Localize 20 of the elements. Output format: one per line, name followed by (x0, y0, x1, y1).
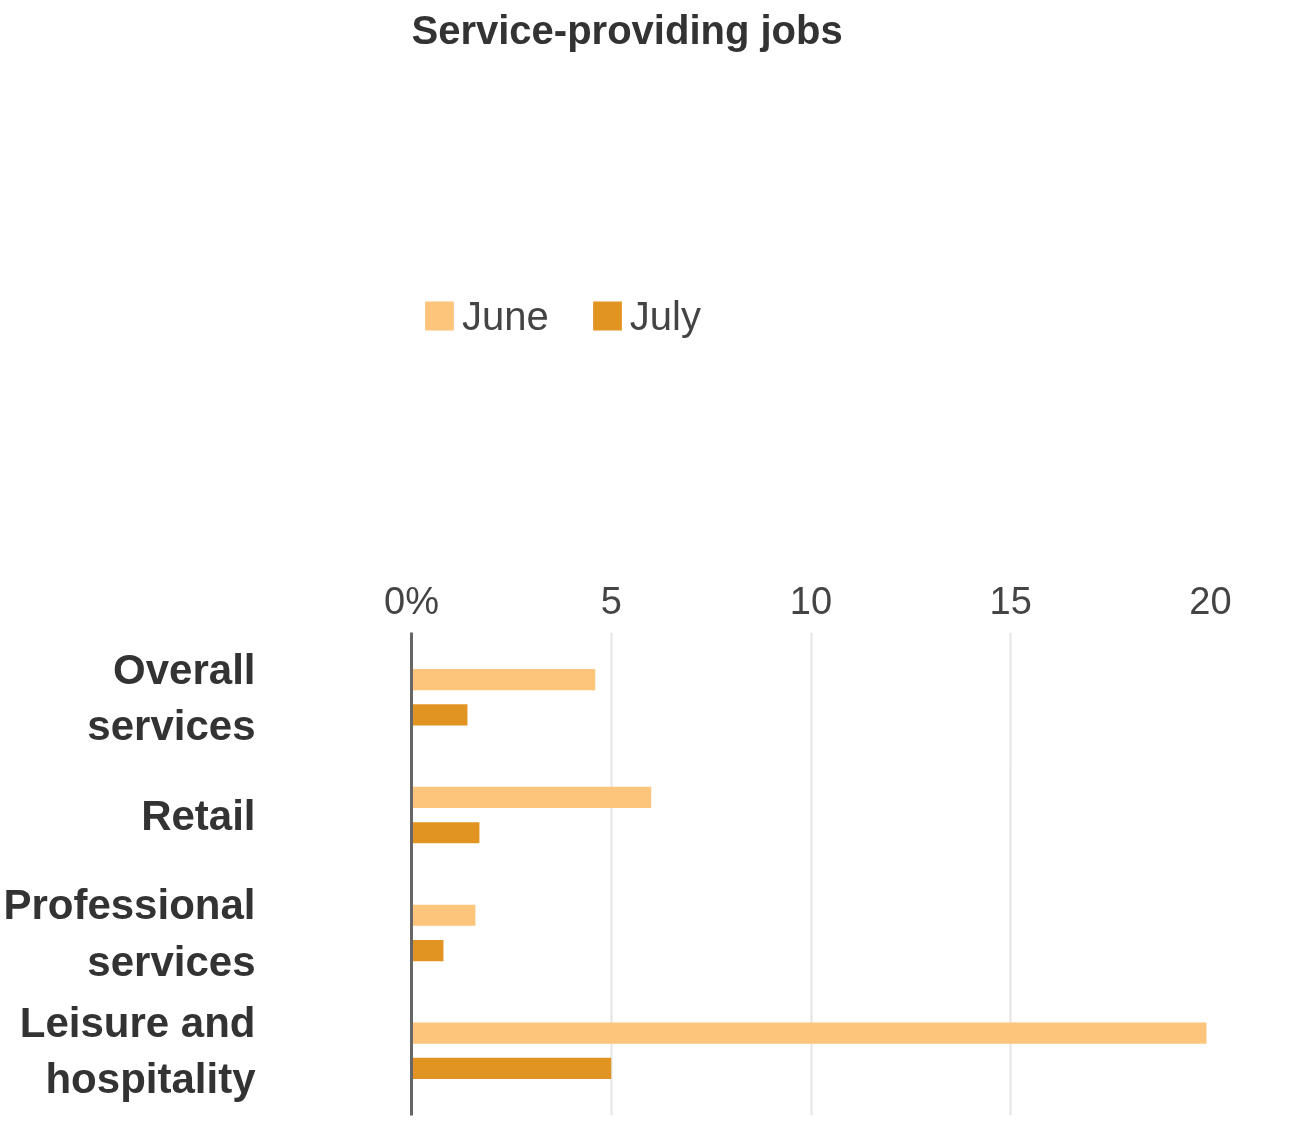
x-tick-label: 5 (600, 579, 622, 622)
bar (411, 786, 652, 809)
legend-label: June (462, 293, 549, 339)
y-tick-label: Professional services (3, 881, 256, 985)
x-tick-label: 15 (989, 579, 1032, 622)
bar (411, 1022, 1207, 1044)
chart-title: Service-providing jobs (411, 7, 843, 52)
y-tick-label: Retail (141, 791, 256, 839)
bar (411, 904, 476, 926)
x-tick-label: 0% (384, 579, 439, 622)
bar (411, 1057, 612, 1079)
y-tick-label: Leisure and hospitality (19, 999, 257, 1103)
x-tick-label: 10 (789, 579, 833, 622)
bar (411, 669, 596, 691)
bar (411, 704, 468, 726)
x-tick-label: 20 (1189, 579, 1232, 622)
bar (411, 822, 480, 844)
bar (411, 939, 444, 962)
y-tick-label: Overall services (87, 645, 256, 749)
legend-label: July (629, 293, 701, 339)
